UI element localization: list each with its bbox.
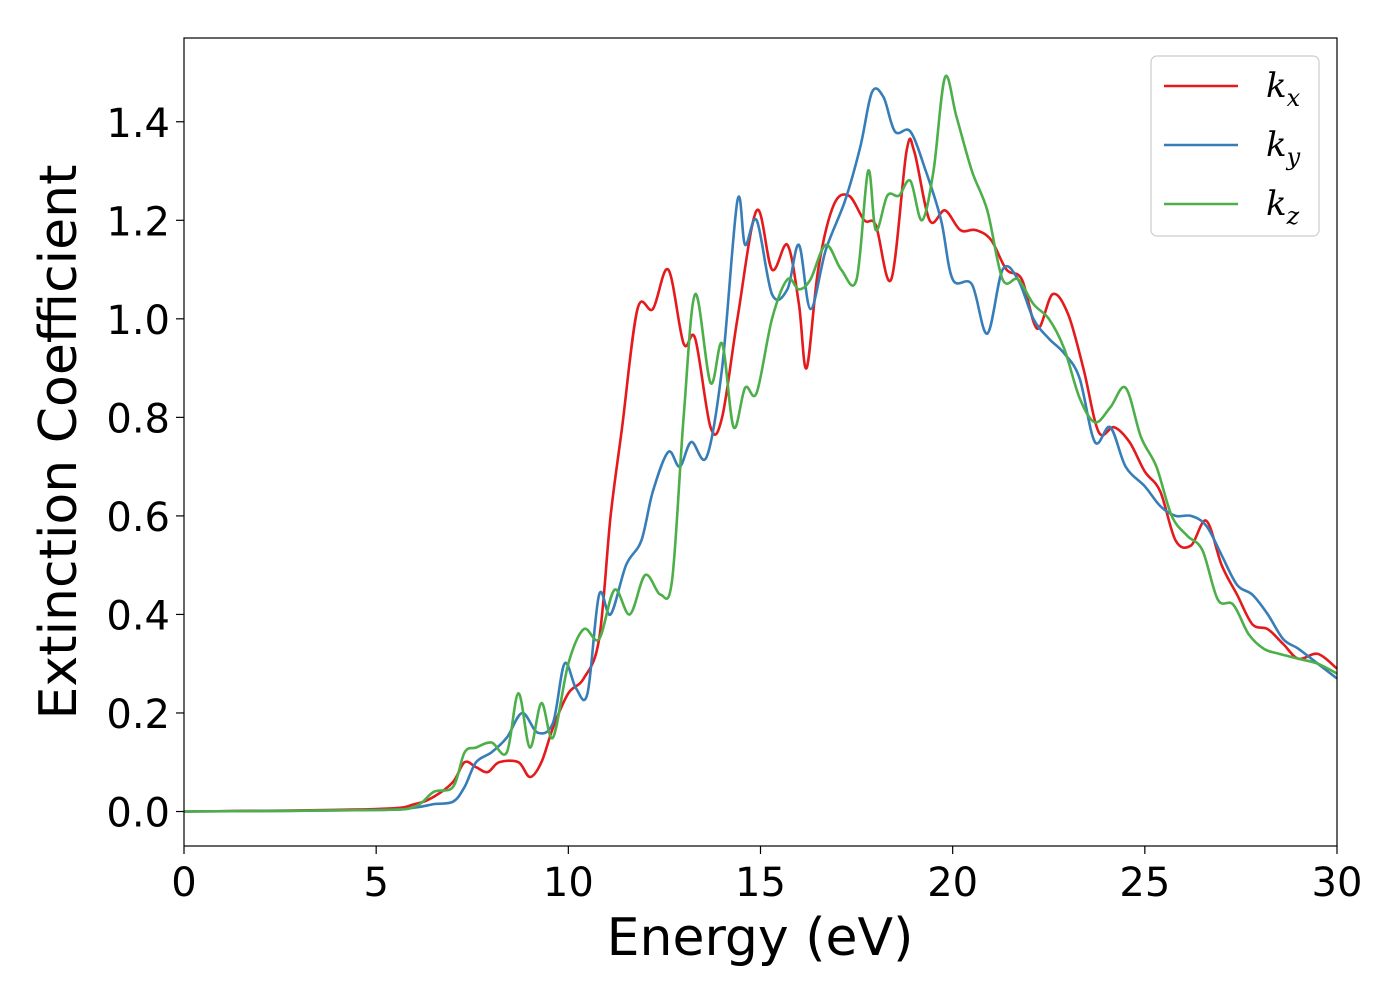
x-tick-label: 25 (1119, 860, 1170, 906)
legend-subscript: y (1286, 143, 1301, 171)
x-tick-label: 0 (171, 860, 196, 906)
legend-subscript: x (1287, 84, 1301, 112)
y-tick-label: 1.0 (106, 298, 170, 344)
y-axis: 0.0 0.2 0.4 0.6 0.8 1.0 1.2 1.4 (106, 101, 184, 837)
x-axis-title: Energy (eV) (607, 908, 914, 968)
y-tick-label: 0.2 (106, 692, 170, 738)
series-line-kz (183, 74, 1338, 813)
x-tick-label: 30 (1312, 860, 1363, 906)
y-axis-title: Extinction Coefficient (29, 165, 89, 720)
y-tick-label: 0.0 (106, 791, 170, 837)
y-tick-label: 1.2 (106, 199, 170, 245)
x-axis: 0 5 10 15 20 25 30 (171, 846, 1362, 906)
x-tick-label: 10 (543, 860, 594, 906)
series-layer (183, 74, 1338, 813)
series-line-kx (183, 137, 1338, 813)
series-line-ky (183, 87, 1338, 813)
x-tick-label: 20 (927, 860, 978, 906)
y-tick-label: 1.4 (106, 101, 170, 147)
y-tick-label: 0.4 (106, 593, 170, 639)
x-tick-label: 5 (363, 860, 388, 906)
y-tick-label: 0.8 (106, 396, 170, 442)
legend-subscript: z (1286, 202, 1300, 230)
x-tick-label: 15 (735, 860, 786, 906)
y-tick-label: 0.6 (106, 495, 170, 541)
